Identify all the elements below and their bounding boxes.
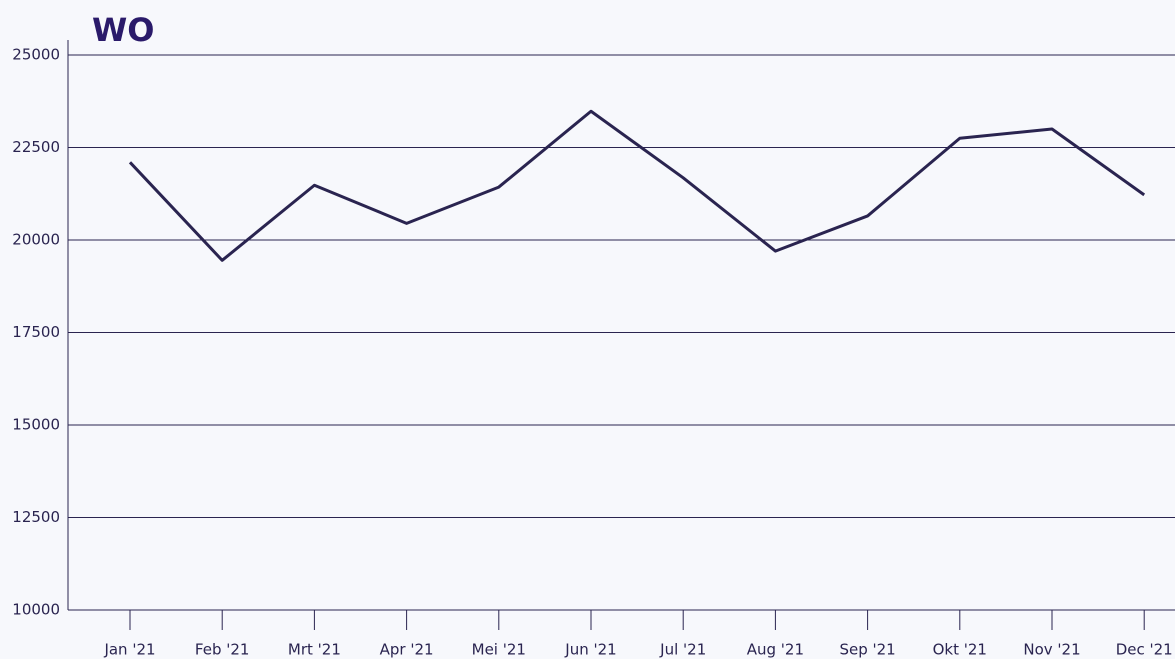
y-tick-label: 17500 [12, 323, 60, 341]
y-tick-label: 25000 [12, 46, 60, 64]
x-tick-label: Mrt '21 [288, 641, 341, 659]
x-tick-label: Jun '21 [564, 641, 616, 659]
y-tick-label: 12500 [12, 508, 60, 526]
x-tick-label: Nov '21 [1023, 641, 1080, 659]
x-tick-label: Aug '21 [747, 641, 804, 659]
x-tick-label: Sep '21 [839, 641, 895, 659]
y-tick-label: 15000 [12, 416, 60, 434]
x-tick-label: Feb '21 [195, 641, 250, 659]
x-tick-label: Mei '21 [472, 641, 526, 659]
x-tick-label: Dec '21 [1116, 641, 1173, 659]
x-tick-label: Jul '21 [659, 641, 706, 659]
y-tick-label: 22500 [12, 138, 60, 156]
x-tick-label: Okt '21 [933, 641, 987, 659]
y-tick-label: 20000 [12, 231, 60, 249]
y-tick-label: 10000 [12, 601, 60, 619]
chart-title: WO [92, 11, 155, 49]
data-line [128, 109, 1146, 262]
x-tick-label: Apr '21 [380, 641, 434, 659]
x-tick-label: Jan '21 [103, 641, 155, 659]
